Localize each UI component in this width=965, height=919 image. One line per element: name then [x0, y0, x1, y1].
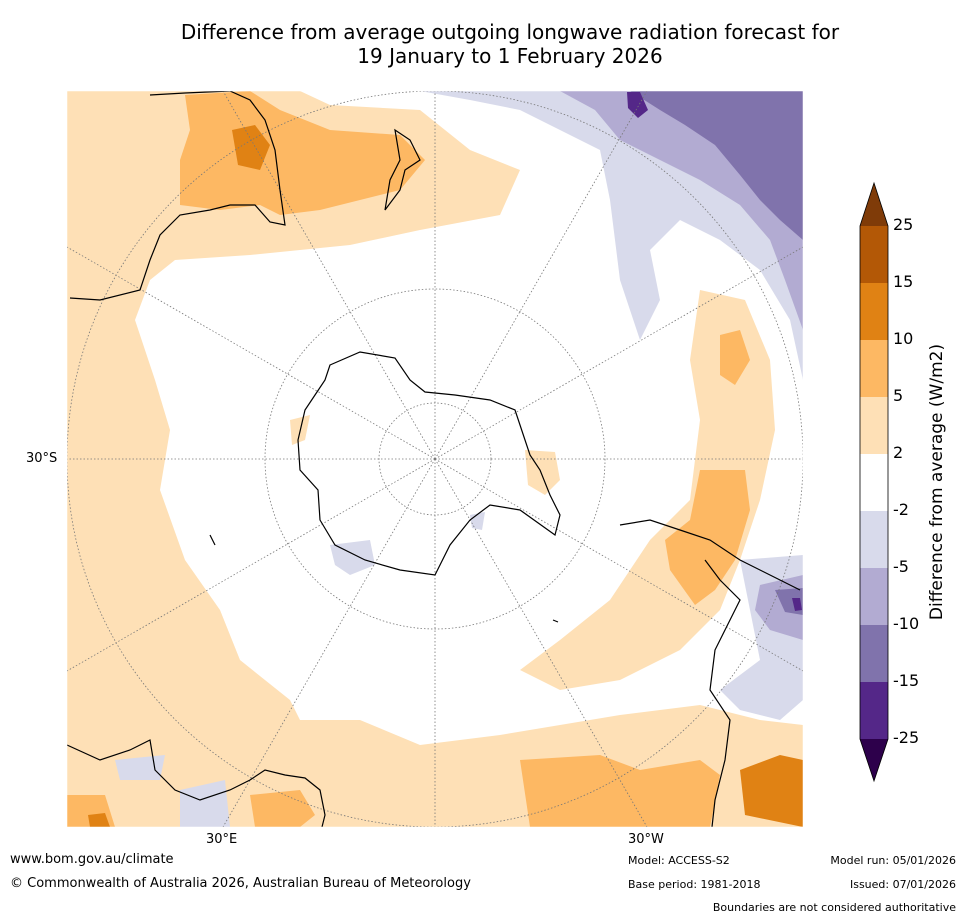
colorbar-tick-label: -25	[893, 728, 920, 747]
meridian-60e	[67, 458, 436, 672]
colorbar-band-neutral	[860, 454, 888, 511]
anomaly-10-to-15	[88, 125, 803, 827]
colorbar-band-minus5-minus10	[860, 568, 888, 625]
region-east-patch-orange	[720, 330, 750, 385]
region-corner-darkorange	[88, 813, 110, 827]
colorbar-tick-label: 5	[893, 386, 904, 405]
region-ne-darkpurple	[630, 91, 803, 240]
island-marker-2	[552, 619, 559, 623]
australia-coastline	[69, 91, 286, 301]
region-australia-darkorange	[232, 125, 270, 170]
region-south-america-orange	[665, 470, 750, 605]
south-america-coastline	[619, 519, 801, 827]
region-sw-lavender-2	[180, 780, 230, 827]
colorbar-tick-label: 15	[893, 272, 914, 291]
meridian-120w	[434, 246, 803, 460]
colorbar-band-2-5	[860, 397, 888, 454]
region-west-orange	[67, 91, 520, 827]
meridian-30e	[222, 458, 436, 827]
island-marker	[209, 534, 216, 546]
chart-title: Difference from average outgoing longwav…	[60, 20, 960, 68]
region-east-deeppurple	[792, 598, 802, 611]
colorbar-band-10-15	[860, 283, 888, 340]
disclaimer-text: Boundaries are not considered authoritat…	[712, 901, 956, 914]
grid-circle-60s	[264, 288, 606, 630]
colorbar-band-5-10	[860, 340, 888, 397]
colorbar-band-15-25	[860, 226, 888, 283]
region-sw-lavender	[115, 755, 165, 780]
meridian-120e	[67, 246, 436, 460]
model-run-text: Model run: 05/01/2026	[830, 854, 956, 867]
title-line-1: Difference from average outgoing longwav…	[180, 20, 840, 44]
colorbar-band-minus2-minus5	[860, 511, 888, 568]
model-text: Model: ACCESS-S2	[628, 854, 730, 867]
colorbar-extend-low	[860, 739, 888, 781]
antarctica-coastline	[297, 351, 561, 576]
issued-text: Issued: 07/01/2026	[849, 878, 956, 891]
colorbar-tick-label: -10	[893, 614, 920, 633]
region-se-darkorange	[740, 755, 803, 827]
meridian-150e	[222, 91, 436, 460]
colorbar-tick-label: 25	[893, 215, 914, 234]
map-area	[67, 91, 803, 827]
africa-coastline	[67, 739, 326, 827]
colorbar-title: Difference from average (W/m2)	[927, 343, 947, 621]
meridian-60w	[434, 458, 803, 672]
colorbar-tick-label: -15	[893, 671, 920, 690]
colorbar-band-minus15-minus25	[860, 682, 888, 739]
base-period-text: Base period: 1981-2018	[628, 878, 761, 891]
anomaly-minus15-to-minus25	[627, 92, 802, 611]
title-line-2: 19 January to 1 February 2026	[357, 44, 663, 68]
colorbar-band-minus10-minus15	[860, 625, 888, 682]
lon-label-30e: 30°E	[206, 832, 238, 847]
colorbar-tick-label: 10	[893, 329, 914, 348]
lat-label-30s: 30°S	[26, 451, 58, 466]
colorbar-tick-label: 2	[893, 443, 904, 462]
colorbar-extend-high	[860, 183, 888, 226]
anomaly-5-to-10	[67, 91, 750, 827]
map-frame	[66, 90, 804, 828]
coastlines	[67, 91, 801, 827]
colorbar	[859, 181, 889, 783]
colorbar-tick-label: -2	[893, 500, 909, 519]
colorbar-outline	[859, 181, 889, 783]
region-south-patch-orange	[520, 755, 720, 827]
new-zealand-coastline	[384, 128, 421, 211]
region-sw-patch-orange	[250, 790, 315, 827]
lon-label-30w: 30°W	[628, 832, 664, 847]
website-link[interactable]: www.bom.gov.au/climate	[10, 852, 174, 867]
copyright-text: © Commonwealth of Australia 2026, Austra…	[10, 876, 471, 891]
colorbar-tick-label: -5	[893, 557, 909, 576]
region-ne-deeppurple	[627, 92, 648, 118]
